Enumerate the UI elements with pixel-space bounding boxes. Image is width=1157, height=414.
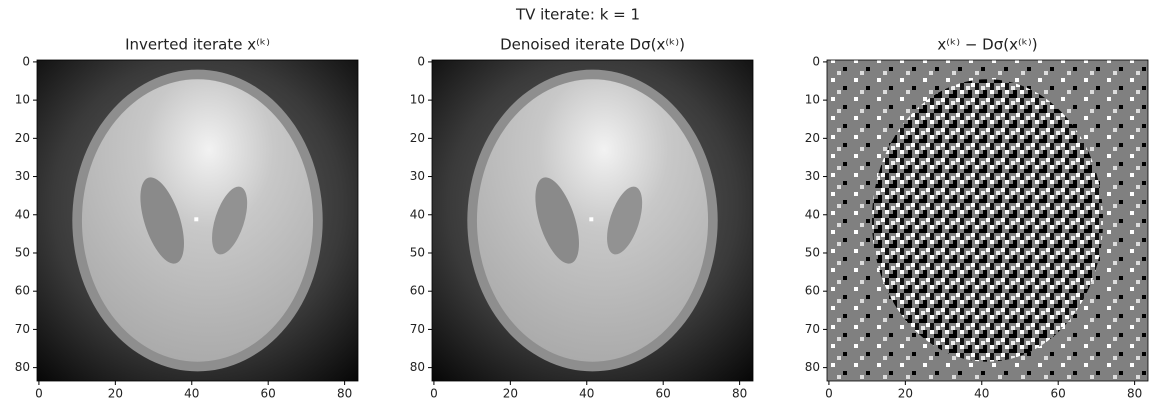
y-tick-label: 30 bbox=[15, 169, 30, 183]
image-feature bbox=[589, 217, 594, 222]
y-tick-label: 10 bbox=[410, 93, 425, 107]
image-feature bbox=[607, 186, 643, 255]
image-feature bbox=[140, 177, 184, 264]
y-tick-label: 80 bbox=[805, 360, 820, 374]
y-tick-label: 20 bbox=[15, 131, 30, 145]
y-tick-label: 40 bbox=[15, 207, 30, 221]
y-tick-label: 30 bbox=[410, 169, 425, 183]
y-tick-label: 50 bbox=[805, 245, 820, 259]
axes-frame bbox=[826, 59, 1149, 382]
y-tick-label: 40 bbox=[410, 207, 425, 221]
x-tick-label: 60 bbox=[1051, 387, 1066, 401]
image-feature bbox=[194, 217, 199, 222]
y-tick-label: 0 bbox=[812, 54, 820, 68]
y-tick-label: 70 bbox=[15, 322, 30, 336]
axes-frame bbox=[431, 59, 754, 382]
y-tick-label: 30 bbox=[805, 169, 820, 183]
axes-title: x⁽ᵏ⁾ − Dσ(x⁽ᵏ⁾) bbox=[937, 36, 1037, 54]
y-tick-label: 0 bbox=[417, 54, 425, 68]
image-inner bbox=[916, 124, 1059, 317]
x-tick-label: 60 bbox=[261, 387, 276, 401]
x-tick-label: 20 bbox=[898, 387, 913, 401]
x-tick-label: 80 bbox=[732, 387, 747, 401]
x-tick-label: 40 bbox=[579, 387, 594, 401]
image-feature bbox=[212, 186, 248, 255]
x-tick-label: 0 bbox=[35, 387, 43, 401]
axes: Inverted iterate x⁽ᵏ⁾ 0 20 40 60 80 0 10 20 30 40 5… bbox=[15, 36, 359, 401]
axes-frame bbox=[36, 59, 359, 382]
x-tick-label: 60 bbox=[656, 387, 671, 401]
x-tick-label: 40 bbox=[974, 387, 989, 401]
y-tick-label: 60 bbox=[410, 284, 425, 298]
x-tick-label: 0 bbox=[430, 387, 438, 401]
axes-title: Inverted iterate x⁽ᵏ⁾ bbox=[125, 36, 270, 54]
y-tick-label: 50 bbox=[410, 245, 425, 259]
y-tick-label: 10 bbox=[15, 93, 30, 107]
y-tick-label: 80 bbox=[410, 360, 425, 374]
y-tick-label: 10 bbox=[805, 93, 820, 107]
axes: x⁽ᵏ⁾ − Dσ(x⁽ᵏ⁾) 0 20 40 60 80 0 10 20 30 40 50 60 70 8… bbox=[805, 36, 1149, 401]
y-tick-label: 20 bbox=[410, 131, 425, 145]
y-tick-label: 60 bbox=[805, 284, 820, 298]
y-tick-label: 20 bbox=[805, 131, 820, 145]
y-tick-label: 70 bbox=[805, 322, 820, 336]
y-tick-label: 40 bbox=[805, 207, 820, 221]
x-tick-label: 20 bbox=[108, 387, 123, 401]
x-tick-label: 80 bbox=[1127, 387, 1142, 401]
y-tick-label: 80 bbox=[15, 360, 30, 374]
y-tick-label: 0 bbox=[22, 54, 30, 68]
axes-title: Denoised iterate Dσ(x⁽ᵏ⁾) bbox=[500, 36, 685, 54]
axes: Denoised iterate Dσ(x⁽ᵏ⁾) 0 20 40 60 80 0 10 20 3… bbox=[410, 36, 754, 401]
y-tick-label: 70 bbox=[410, 322, 425, 336]
x-tick-label: 0 bbox=[825, 387, 833, 401]
x-tick-label: 80 bbox=[337, 387, 352, 401]
x-tick-label: 20 bbox=[503, 387, 518, 401]
y-tick-label: 50 bbox=[15, 245, 30, 259]
image-feature bbox=[535, 177, 579, 264]
x-tick-label: 40 bbox=[184, 387, 199, 401]
y-tick-label: 60 bbox=[15, 284, 30, 298]
figure-title: TV iterate: k = 1 bbox=[515, 6, 640, 24]
